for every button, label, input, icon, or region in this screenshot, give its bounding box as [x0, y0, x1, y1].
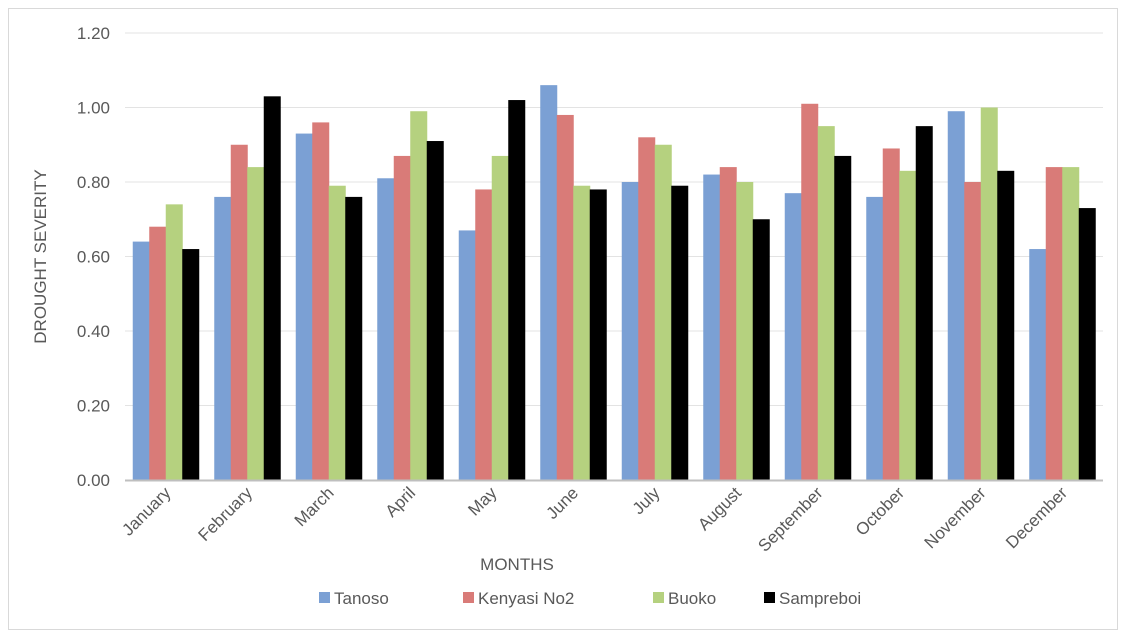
bar-kenyasi-no2-july — [638, 137, 656, 481]
bar-tanoso-october — [866, 196, 884, 480]
bar-kenyasi-no2-august — [719, 167, 737, 480]
bar-buoko-september — [817, 126, 835, 480]
bar-kenyasi-no2-june — [556, 114, 574, 480]
bar-sampreboi-july — [671, 185, 689, 480]
y-tick-label: 0.60 — [77, 248, 110, 267]
bar-sampreboi-april — [426, 141, 444, 480]
bar-buoko-may — [491, 155, 509, 481]
bar-tanoso-march — [295, 133, 313, 480]
bar-buoko-july — [654, 144, 672, 480]
gridlines — [125, 32, 1103, 406]
y-tick-label: 1.20 — [77, 24, 110, 43]
bar-kenyasi-no2-november — [964, 182, 982, 480]
bar-kenyasi-no2-february — [230, 144, 248, 480]
bar-tanoso-july — [621, 182, 639, 480]
y-tick-label: 0.40 — [77, 322, 110, 341]
bar-buoko-october — [899, 170, 917, 480]
legend-label: Kenyasi No2 — [478, 589, 574, 608]
legend-label: Sampreboi — [779, 589, 861, 608]
bar-buoko-february — [247, 167, 265, 480]
bar-kenyasi-no2-december — [1045, 167, 1063, 480]
y-tick-label: 0.20 — [77, 397, 110, 416]
bar-kenyasi-no2-january — [149, 226, 167, 480]
legend: Tanoso Kenyasi No2 Buoko Sampreboi — [319, 589, 861, 608]
x-tick-label: May — [464, 483, 500, 519]
y-tick-label: 0.80 — [77, 173, 110, 192]
bar-kenyasi-no2-april — [393, 155, 411, 481]
bar-tanoso-february — [214, 196, 232, 480]
bar-buoko-november — [980, 107, 998, 480]
bar-tanoso-december — [1029, 249, 1047, 480]
bar-sampreboi-december — [1078, 208, 1096, 480]
y-tick-label: 0.00 — [77, 471, 110, 490]
bar-tanoso-january — [132, 241, 150, 480]
x-tick-label: January — [118, 483, 175, 540]
bar-sampreboi-august — [752, 219, 770, 480]
bar-sampreboi-february — [263, 96, 281, 480]
legend-label: Buoko — [668, 589, 716, 608]
x-tick-label: July — [629, 483, 664, 518]
bar-tanoso-april — [377, 178, 395, 480]
x-tick-label: November — [921, 483, 990, 552]
bars — [132, 85, 1096, 481]
x-axis-title: MONTHS — [480, 555, 554, 574]
bar-buoko-august — [736, 182, 754, 480]
bar-buoko-december — [1062, 167, 1080, 480]
x-tick-label: August — [694, 483, 745, 534]
x-tick-label: April — [382, 483, 419, 520]
x-tick-label: December — [1002, 483, 1071, 552]
x-tick-label: March — [291, 483, 338, 530]
bar-tanoso-august — [703, 174, 721, 481]
bar-sampreboi-may — [508, 100, 526, 481]
x-axis-ticks: January February March April May June July Augu… — [118, 483, 1071, 556]
bar-sampreboi-september — [834, 155, 852, 481]
legend-swatch — [463, 592, 474, 603]
bar-sampreboi-january — [182, 249, 200, 480]
legend-swatch — [319, 592, 330, 603]
bar-sampreboi-march — [345, 196, 363, 480]
bar-tanoso-may — [458, 230, 476, 480]
x-tick-label: September — [754, 483, 826, 555]
bar-kenyasi-no2-may — [475, 189, 493, 480]
x-tick-label: June — [543, 483, 583, 523]
y-tick-label: 1.00 — [77, 99, 110, 118]
bar-buoko-march — [328, 185, 346, 480]
bar-buoko-april — [410, 111, 428, 480]
y-axis-title: DROUGHT SEVERITY — [31, 169, 50, 343]
bar-buoko-june — [573, 185, 591, 480]
bar-kenyasi-no2-september — [801, 103, 819, 481]
bar-kenyasi-no2-october — [882, 148, 900, 480]
x-tick-label: February — [195, 483, 257, 545]
bar-sampreboi-june — [589, 189, 607, 480]
legend-label: Tanoso — [334, 589, 389, 608]
bar-sampreboi-october — [915, 126, 933, 480]
bar-tanoso-june — [540, 85, 558, 481]
bar-kenyasi-no2-march — [312, 122, 330, 481]
bar-tanoso-november — [947, 111, 965, 480]
y-axis-ticks: 0.00 0.20 0.40 0.60 0.80 1.00 1.20 — [77, 24, 110, 490]
bar-tanoso-september — [784, 193, 802, 481]
legend-swatch — [653, 592, 664, 603]
bar-buoko-january — [165, 204, 183, 480]
bar-sampreboi-november — [997, 170, 1015, 480]
legend-swatch — [764, 592, 775, 603]
x-tick-label: October — [852, 483, 908, 539]
